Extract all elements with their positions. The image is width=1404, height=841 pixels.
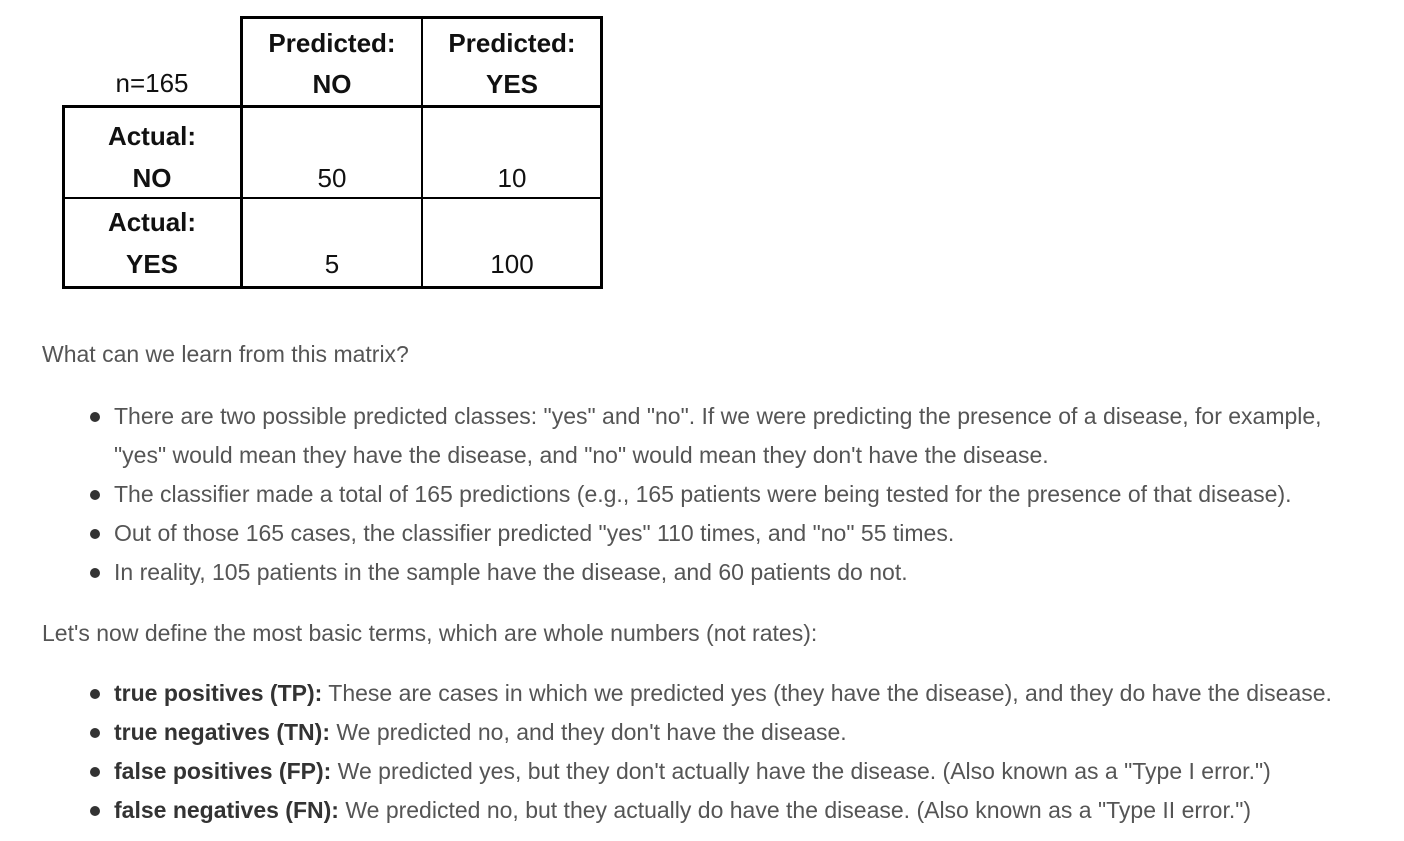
confusion-matrix: n=165 Predicted: NO Predicted: YES Actua… [62, 16, 603, 289]
cell-true-positives: 100 [422, 198, 602, 288]
bullet-icon [90, 806, 100, 816]
bullet-icon [90, 767, 100, 777]
fact-text: Out of those 165 cases, the classifier p… [114, 520, 955, 546]
header-actual-no-line2: NO [132, 163, 172, 193]
matrix-row-divider [62, 197, 603, 199]
cell-true-positives-value: 100 [490, 249, 534, 279]
term-label: true positives (TP): [114, 680, 323, 706]
list-item: In reality, 105 patients in the sample h… [88, 553, 1388, 592]
facts-list: There are two possible predicted classes… [88, 397, 1388, 592]
matrix-border-bottom [62, 286, 603, 289]
cell-true-negatives: 50 [242, 107, 422, 198]
term-description: These are cases in which we predicted ye… [322, 680, 1332, 706]
list-item: Out of those 165 cases, the classifier p… [88, 514, 1388, 553]
term-description: We predicted yes, but they don't actuall… [331, 758, 1271, 784]
terms-intro: Let's now define the most basic terms, w… [42, 620, 818, 646]
header-actual-yes: Actual: YES [62, 198, 242, 288]
sample-size-label: n=165 [62, 16, 242, 106]
header-predicted-no-line2: NO [312, 69, 352, 99]
fact-text: "yes" would mean they have the disease, … [114, 442, 1049, 468]
header-actual-yes-line2: YES [125, 249, 179, 279]
fact-text: There are two possible predicted classes… [114, 403, 1322, 429]
term-item-fn: false negatives (FN): We predicted no, b… [88, 791, 1388, 830]
bullet-icon [90, 689, 100, 699]
term-label: false positives (FP): [114, 758, 332, 784]
list-item-continuation: "yes" would mean they have the disease, … [88, 436, 1388, 475]
term-item-tp: true positives (TP): These are cases in … [88, 674, 1388, 713]
header-actual-no: Actual: NO [62, 107, 242, 198]
cell-false-positives: 10 [422, 107, 602, 198]
header-predicted-yes-line2: YES [485, 69, 539, 99]
bullet-icon [90, 412, 100, 422]
header-predicted-no: Predicted: NO [242, 16, 422, 106]
cell-false-positives-value: 10 [497, 163, 527, 193]
header-actual-yes-line1: Actual: [107, 207, 197, 237]
term-description: We predicted no, but they actually do ha… [338, 797, 1252, 823]
list-item: The classifier made a total of 165 predi… [88, 475, 1388, 514]
term-item-tn: true negatives (TN): We predicted no, an… [88, 713, 1388, 752]
term-label: false negatives (FN): [114, 797, 339, 823]
bullet-icon [90, 728, 100, 738]
bullet-icon [90, 529, 100, 539]
matrix-col-divider-1 [240, 16, 243, 289]
term-label: true negatives (TN): [114, 719, 330, 745]
cell-false-negatives: 5 [242, 198, 422, 288]
matrix-border-right [600, 16, 603, 289]
intro-question: What can we learn from this matrix? [42, 341, 409, 367]
header-predicted-no-line1: Predicted: [268, 28, 396, 58]
terms-list: true positives (TP): These are cases in … [88, 674, 1388, 830]
matrix-header-divider [62, 105, 603, 108]
header-predicted-yes: Predicted: YES [422, 16, 602, 106]
header-predicted-yes-line1: Predicted: [448, 28, 576, 58]
header-actual-no-line1: Actual: [107, 121, 197, 151]
sample-size-text: n=165 [115, 68, 189, 98]
fact-text: In reality, 105 patients in the sample h… [114, 559, 908, 585]
list-item: There are two possible predicted classes… [88, 397, 1388, 436]
cell-false-negatives-value: 5 [324, 249, 340, 279]
matrix-border-left [62, 105, 65, 289]
term-description: We predicted no, and they don't have the… [329, 719, 847, 745]
bullet-icon [90, 568, 100, 578]
bullet-icon [90, 490, 100, 500]
matrix-col-divider-2 [421, 16, 423, 289]
fact-text: The classifier made a total of 165 predi… [114, 481, 1292, 507]
term-item-fp: false positives (FP): We predicted yes, … [88, 752, 1388, 791]
cell-true-negatives-value: 50 [317, 163, 347, 193]
